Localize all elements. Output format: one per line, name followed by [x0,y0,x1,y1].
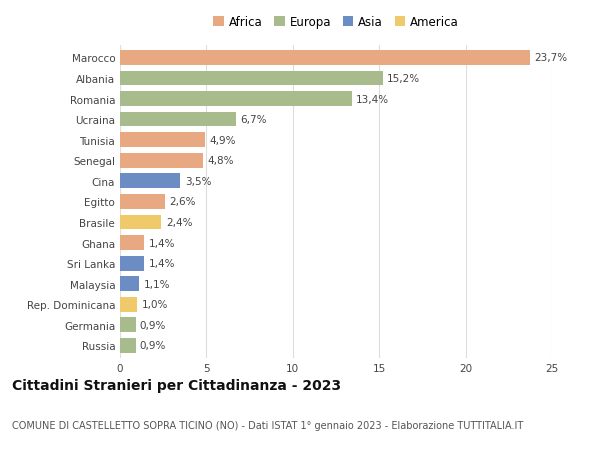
Text: 2,6%: 2,6% [169,197,196,207]
Bar [120,133,205,148]
Text: 0,9%: 0,9% [140,320,166,330]
Text: 15,2%: 15,2% [387,74,420,84]
Text: 2,4%: 2,4% [166,218,192,228]
Bar [120,92,352,106]
Bar [120,235,144,251]
Bar [120,277,139,291]
Text: 1,0%: 1,0% [142,300,168,310]
Bar [120,297,137,312]
Bar [120,215,161,230]
Text: 0,9%: 0,9% [140,341,166,351]
Bar [120,195,165,209]
Bar [120,51,530,66]
Text: 13,4%: 13,4% [356,94,389,104]
Text: 1,4%: 1,4% [149,258,175,269]
Text: 4,9%: 4,9% [209,135,235,146]
Bar [120,318,136,333]
Bar [120,112,236,127]
Bar [120,71,383,86]
Bar [120,174,181,189]
Text: 1,1%: 1,1% [143,279,170,289]
Text: 3,5%: 3,5% [185,176,211,186]
Bar [120,256,144,271]
Bar [120,338,136,353]
Text: 4,8%: 4,8% [207,156,234,166]
Text: COMUNE DI CASTELLETTO SOPRA TICINO (NO) - Dati ISTAT 1° gennaio 2023 - Elaborazi: COMUNE DI CASTELLETTO SOPRA TICINO (NO) … [12,420,523,430]
Text: 23,7%: 23,7% [534,53,567,63]
Text: 1,4%: 1,4% [149,238,175,248]
Bar [120,153,203,168]
Text: 6,7%: 6,7% [240,115,266,125]
Text: Cittadini Stranieri per Cittadinanza - 2023: Cittadini Stranieri per Cittadinanza - 2… [12,379,341,392]
Legend: Africa, Europa, Asia, America: Africa, Europa, Asia, America [209,11,464,34]
